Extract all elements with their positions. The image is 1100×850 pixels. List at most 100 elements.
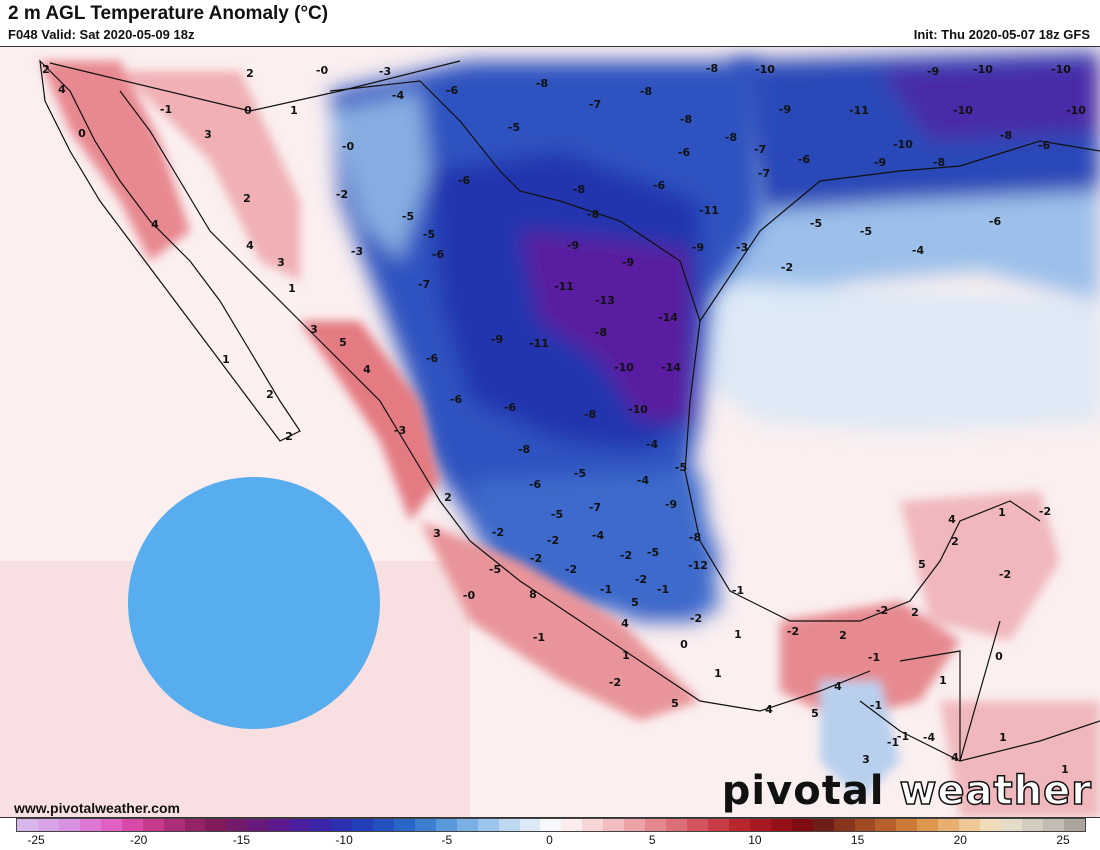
anomaly-value-label: -10	[953, 104, 973, 117]
anomaly-value-label: -11	[699, 204, 719, 217]
anomaly-value-label: -2	[787, 625, 799, 638]
anomaly-value-label: -10	[893, 138, 913, 151]
anomaly-value-label: -10	[1051, 63, 1071, 76]
anomaly-value-label: -9	[491, 333, 503, 346]
map-title: 2 m AGL Temperature Anomaly (°C)	[8, 3, 329, 24]
anomaly-value-label: 3	[862, 753, 870, 766]
anomaly-value-label: -1	[868, 651, 880, 664]
anomaly-value-label: -6	[504, 401, 517, 414]
anomaly-value-label: -10	[1066, 104, 1086, 117]
anomaly-value-label: 1	[222, 353, 230, 366]
colorbar-swatch	[833, 819, 855, 831]
anomaly-value-label: -7	[589, 98, 601, 111]
logo-word-1: pivotal	[721, 768, 885, 814]
anomaly-value-label: -8	[595, 326, 607, 339]
colorbar-tick-label: 25	[1056, 833, 1070, 847]
anomaly-value-label: -13	[595, 294, 615, 307]
colorbar-swatch	[896, 819, 918, 831]
anomaly-value-label: -5	[810, 217, 822, 230]
anomaly-value-label: 3	[204, 128, 212, 141]
colorbar-swatch	[226, 819, 248, 831]
anomaly-value-label: -7	[754, 143, 766, 156]
anomaly-value-label: 1	[714, 667, 722, 680]
anomaly-value-label: 4	[363, 363, 371, 376]
colorbar-swatch	[268, 819, 290, 831]
coastlines	[39, 59, 1100, 762]
anomaly-value-label: -5	[860, 225, 872, 238]
anomaly-value-label: 4	[951, 751, 959, 764]
anomaly-value-label: -6	[446, 84, 459, 97]
colorbar-swatch	[875, 819, 897, 831]
anomaly-value-label: -2	[690, 612, 702, 625]
anomaly-value-label: -9	[567, 239, 579, 252]
colorbar-tick-label: 0	[546, 833, 553, 847]
anomaly-value-label: 4	[765, 703, 773, 716]
website-label[interactable]: www.pivotalweather.com	[14, 800, 180, 816]
anomaly-value-label: -6	[450, 393, 463, 406]
colorbar-swatch	[456, 819, 478, 831]
anomaly-value-label: -9	[874, 156, 886, 169]
header: 2 m AGL Temperature Anomaly (°C) F048 Va…	[0, 0, 1100, 46]
anomaly-value-label: -3	[736, 241, 748, 254]
anomaly-value-label: -8	[706, 62, 718, 75]
anomaly-value-label: -4	[923, 731, 936, 744]
anomaly-value-label: -8	[587, 208, 599, 221]
anomaly-value-label: -6	[432, 248, 445, 261]
colorbar-swatch	[37, 819, 59, 831]
colorbar-swatch	[749, 819, 771, 831]
anomaly-value-label: -9	[779, 103, 791, 116]
anomaly-value-label: -4	[912, 244, 925, 257]
anomaly-value-label: -1	[732, 584, 744, 597]
anomaly-value-label: -1	[600, 583, 612, 596]
colorbar-tick-label: -10	[335, 833, 353, 847]
anomaly-value-label: -11	[849, 104, 869, 117]
anomaly-value-label: -8	[680, 113, 692, 126]
anomaly-value-label: -9	[665, 498, 677, 511]
anomaly-value-label: -10	[628, 403, 648, 416]
anomaly-value-label: -10	[973, 63, 993, 76]
colorbar-ticks: -25 -20 -15 -10 -5 0 5 10 15 20 25	[0, 832, 1100, 850]
anomaly-value-label: 0	[995, 650, 1003, 663]
colorbar-swatch	[142, 819, 164, 831]
anomaly-value-label: 1	[998, 506, 1006, 519]
colorbar-swatch	[121, 819, 143, 831]
anomaly-value-label: -6	[989, 215, 1002, 228]
anomaly-value-label: -4	[637, 474, 650, 487]
gulf-anomaly-field	[700, 51, 1100, 431]
anomaly-value-label: -5	[551, 508, 563, 521]
anomaly-value-label: -8	[689, 531, 701, 544]
anomaly-value-label: 1	[622, 649, 630, 662]
anomaly-value-label: -11	[529, 337, 549, 350]
colorbar-swatch	[854, 819, 876, 831]
colorbar-swatch	[770, 819, 792, 831]
anomaly-value-label: 5	[671, 697, 679, 710]
anomaly-value-label: -9	[692, 241, 704, 254]
anomaly-value-label: 5	[339, 336, 347, 349]
colorbar-swatch	[498, 819, 520, 831]
anomaly-value-label: -8	[933, 156, 945, 169]
anomaly-value-label: -5	[423, 228, 435, 241]
anomaly-value-label: -1	[533, 631, 545, 644]
colorbar-swatch	[17, 819, 38, 831]
colorbar-swatch	[331, 819, 352, 831]
anomaly-value-label: -2	[781, 261, 793, 274]
anomaly-value-label: -9	[927, 65, 939, 78]
anomaly-value-label: 1	[999, 731, 1007, 744]
anomaly-value-label: -5	[647, 546, 659, 559]
anomaly-value-label: -0	[342, 140, 355, 153]
colorbar-swatch	[1063, 819, 1085, 831]
anomaly-value-label: -2	[492, 526, 504, 539]
anomaly-value-label: -8	[573, 183, 585, 196]
colored-circle	[128, 477, 380, 729]
init-time: Init: Thu 2020-05-07 18z GFS	[913, 27, 1090, 42]
anomaly-value-label: 0	[78, 127, 86, 140]
anomaly-value-label: 1	[734, 628, 742, 641]
anomaly-value-label: -6	[798, 153, 811, 166]
colorbar-swatch	[561, 819, 583, 831]
anomaly-value-label: 2	[951, 535, 959, 548]
colorbar-tick-label: 5	[648, 833, 656, 847]
anomaly-value-label: -4	[392, 89, 405, 102]
anomaly-value-label: -2	[635, 573, 647, 586]
anomaly-value-label: -5	[574, 467, 586, 480]
